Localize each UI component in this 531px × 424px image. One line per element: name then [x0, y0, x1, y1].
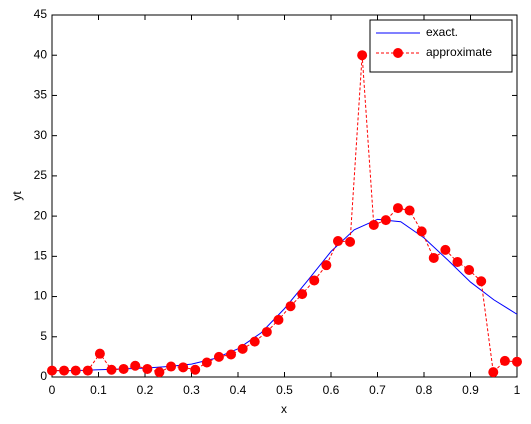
x-tick-label: 0.2: [137, 383, 154, 397]
data-point: [452, 256, 463, 267]
series-line: [52, 218, 518, 372]
data-point: [106, 364, 117, 375]
legend-marker: [393, 48, 403, 58]
x-tick-label: 0.5: [276, 383, 293, 397]
data-point: [261, 326, 272, 337]
y-tick-label: 30: [34, 128, 48, 142]
data-point: [380, 215, 391, 226]
y-tick-label: 45: [34, 7, 48, 21]
data-point: [392, 203, 403, 214]
data-point: [190, 364, 201, 375]
data-point: [166, 361, 177, 372]
x-tick-label: 0.7: [369, 383, 386, 397]
data-point: [297, 289, 308, 300]
x-tick-label: 0.1: [90, 383, 107, 397]
data-point: [59, 365, 70, 376]
y-tick-label: 10: [34, 289, 48, 303]
y-tick-label: 35: [34, 88, 48, 102]
data-point: [428, 252, 439, 263]
data-point: [249, 336, 260, 347]
legend-label: exact.: [426, 25, 458, 39]
y-axis-label: yt: [10, 191, 24, 201]
x-tick-label: 0.6: [323, 383, 340, 397]
y-tick-label: 0: [40, 369, 47, 383]
data-point: [512, 356, 522, 367]
legend-label: approximate: [426, 45, 492, 59]
legend-box: [369, 19, 513, 73]
data-point: [237, 343, 248, 354]
data-point: [357, 50, 368, 61]
data-point: [416, 226, 427, 237]
data-point: [345, 236, 356, 247]
y-tick-label: 20: [34, 208, 48, 222]
data-point: [94, 348, 105, 359]
data-point: [464, 265, 475, 276]
data-point: [440, 244, 451, 255]
data-point: [178, 362, 189, 373]
data-point: [285, 301, 296, 312]
plot-area: [51, 14, 518, 378]
data-point: [476, 276, 487, 287]
series-line: [52, 55, 518, 374]
data-point: [332, 236, 343, 247]
data-point: [154, 367, 165, 378]
data-point: [130, 360, 141, 371]
x-tick-label: 0.9: [462, 383, 479, 397]
data-point: [273, 314, 284, 325]
x-tick-label: 0.3: [183, 383, 200, 397]
data-point: [321, 260, 332, 271]
x-tick-label: 0.4: [230, 383, 247, 397]
data-point: [70, 365, 81, 376]
data-point: [118, 363, 129, 374]
y-tick-label: 15: [34, 249, 48, 263]
data-point: [499, 355, 510, 366]
y-tick-label: 25: [34, 168, 48, 182]
y-tick-label: 5: [40, 329, 47, 343]
data-point: [201, 357, 212, 368]
x-tick-label: 0.8: [416, 383, 433, 397]
data-point: [404, 205, 415, 216]
y-tick-label: 40: [34, 47, 48, 61]
data-point: [82, 365, 93, 376]
x-axis-label: x: [281, 402, 287, 416]
data-point: [488, 367, 499, 378]
data-point: [226, 349, 237, 360]
data-point: [213, 351, 224, 362]
data-point: [47, 365, 57, 376]
data-point: [368, 219, 379, 230]
data-point: [309, 275, 320, 286]
data-point: [142, 363, 153, 374]
x-tick-label: 1: [514, 383, 521, 397]
x-tick-label: 0: [49, 383, 56, 397]
